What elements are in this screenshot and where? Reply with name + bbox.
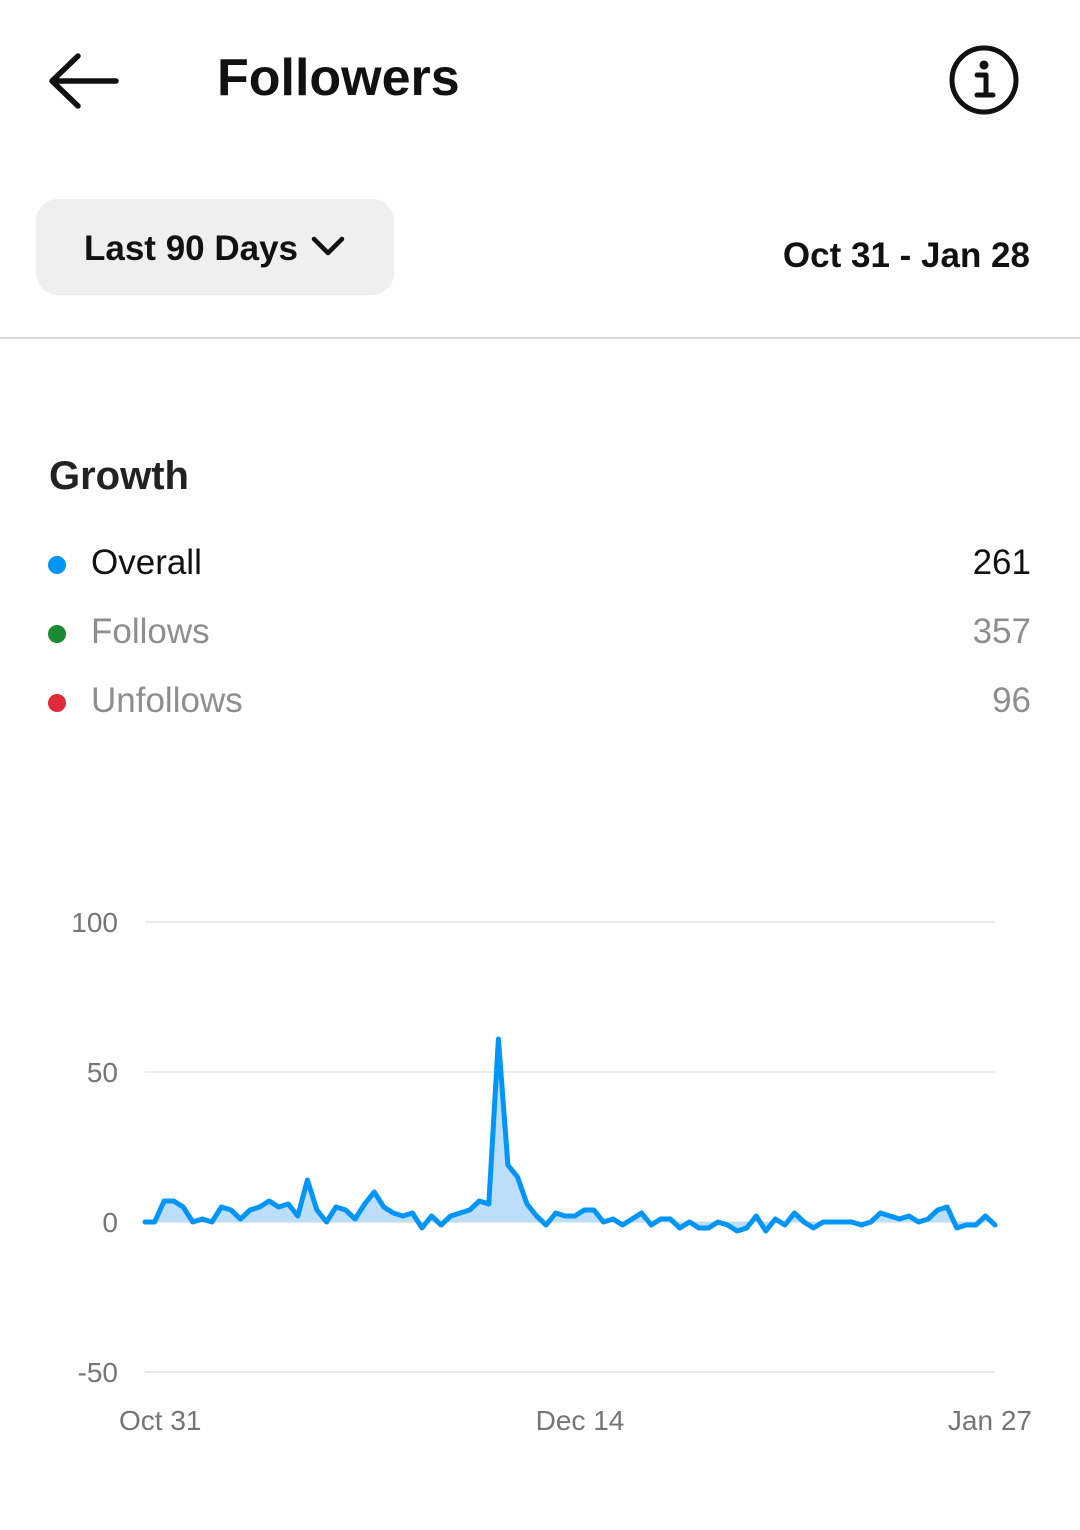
x-tick-label: Dec 14	[536, 1405, 625, 1436]
x-tick-label: Oct 31	[119, 1405, 201, 1436]
section-divider	[0, 337, 1080, 339]
x-tick-label: Jan 27	[948, 1405, 1032, 1436]
growth-section-title: Growth	[49, 454, 189, 498]
y-tick-label: 50	[87, 1057, 118, 1088]
date-range-dropdown[interactable]: Last 90 Days	[36, 199, 394, 295]
y-tick-label: 0	[102, 1207, 118, 1238]
legend-row-follows[interactable]: Follows 357	[48, 610, 1031, 660]
legend-dot-overall	[48, 556, 66, 574]
legend-label-unfollows: Unfollows	[91, 681, 243, 720]
back-button[interactable]	[40, 40, 130, 120]
chart-series	[142, 1036, 998, 1234]
y-tick-label: 100	[71, 907, 118, 938]
series-line	[142, 1036, 998, 1234]
page-title: Followers	[217, 49, 460, 107]
legend-row-overall[interactable]: Overall 261	[48, 541, 1031, 591]
chart-x-axis: Oct 31 Dec 14 Jan 27	[119, 1405, 1032, 1436]
legend-value-unfollows: 96	[992, 681, 1031, 720]
info-button[interactable]	[946, 42, 1022, 118]
chart-grid	[145, 921, 995, 1373]
legend-value-follows: 357	[972, 612, 1031, 651]
legend-label-follows: Follows	[91, 612, 210, 651]
info-circle-icon	[949, 45, 1019, 115]
legend-dot-unfollows	[48, 694, 66, 712]
date-span-label: Oct 31 - Jan 28	[782, 236, 1030, 275]
legend-row-unfollows[interactable]: Unfollows 96	[48, 679, 1031, 729]
arrow-left-icon	[49, 53, 119, 109]
legend-value-overall: 261	[972, 543, 1031, 582]
chart-y-axis: 100 50 0 -50	[71, 907, 118, 1388]
legend-dot-follows	[48, 625, 66, 643]
legend-label-overall: Overall	[91, 543, 202, 582]
date-range-label: Last 90 Days	[84, 229, 299, 268]
chevron-down-icon	[311, 236, 345, 256]
y-tick-label: -50	[78, 1357, 118, 1388]
growth-chart[interactable]: 100 50 0 -50 Oct 31 Dec 14 Jan 27	[0, 890, 1080, 1450]
